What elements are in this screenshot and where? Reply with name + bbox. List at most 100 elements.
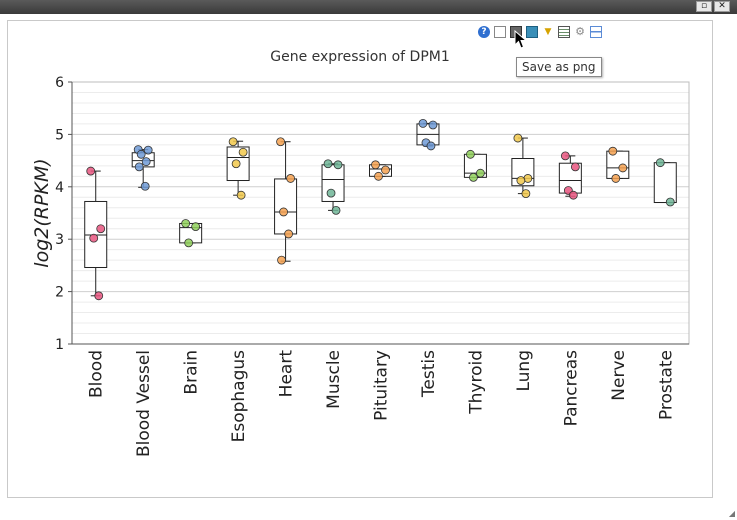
data-point [608,146,618,156]
x-tick-label: Thyroid [466,350,486,415]
data-point [333,160,343,170]
y-tick-label: 4 [55,180,64,196]
y-tick-label: 1 [55,337,64,353]
axis-layer: 1 2 3 4 5 6 [55,75,690,353]
data-point [236,190,246,200]
box-group-pituitary [369,160,392,181]
restore-button[interactable]: ▫ [696,1,712,12]
box-group-blood-vessel [131,145,155,191]
data-point [521,189,531,199]
filter-icon[interactable]: ▼ [544,27,552,37]
window-titlebar: ▫ ✕ [0,0,737,14]
restore-icon: ▫ [700,1,708,11]
data-point [143,145,153,155]
x-tick-label: Muscle [324,350,344,409]
data-point [231,159,241,169]
data-point [276,137,285,147]
data-point [277,255,286,265]
box-group-blood [84,166,108,301]
data-point [141,157,151,167]
data-point [560,151,570,161]
data-point [191,222,201,232]
data-point [371,160,380,170]
x-tick-label: Testis [419,350,439,398]
chart-title: Gene expression of DPM1 [270,49,450,65]
x-tick-label: Blood [87,350,107,398]
data-point [418,118,428,128]
data-point [513,133,523,143]
data-point [469,172,478,182]
box-iqr [653,162,677,204]
box-group-heart [274,137,298,265]
box-iqr [274,178,298,235]
box-group-pancreas [558,151,582,200]
data-point [238,147,248,157]
data-point [181,219,191,228]
data-point [516,176,526,185]
data-point [136,149,146,159]
y-tick-label: 3 [55,232,64,248]
box-group-muscle [321,159,345,215]
data-point [374,171,383,181]
y-tick-label: 2 [55,285,64,301]
data-point [331,205,341,215]
data-point [466,149,475,159]
y-axis-title: log2(RPKM) [31,158,53,267]
y-tick-label: 6 [55,75,64,91]
box-group-nerve [606,146,630,183]
y-tick-label: 5 [55,127,64,143]
data-point [284,229,293,239]
box-group-lung [511,133,535,199]
data-point [140,181,150,191]
x-tick-label: Brain [182,350,202,395]
mouse-cursor-icon [514,30,528,49]
box-group-esophagus [226,137,250,200]
data-point [96,224,106,234]
data-point [611,174,621,183]
chart-frame [7,20,713,498]
close-icon: ✕ [718,1,726,11]
data-point [618,163,628,173]
x-tick-label: Nerve [609,350,629,401]
data-point [279,207,288,217]
box-group-testis [416,118,440,151]
data-point [655,158,665,168]
data-point [570,162,580,172]
plot-border [71,81,690,345]
x-tick-label: Prostate [656,350,676,420]
x-tick-label: Blood Vessel [134,350,154,457]
data-point [94,291,104,301]
data-point [134,162,144,172]
data-point [426,141,436,151]
data-point [665,197,675,207]
x-tick-label: Esophagus [229,350,249,443]
x-tick-label: Lung [514,350,534,392]
data-point [381,165,390,175]
x-tick-label: Pituitary [372,350,392,421]
save-svg-icon[interactable] [526,26,538,38]
table-icon[interactable] [558,26,570,38]
data-point [286,174,295,183]
grid-layer [72,81,689,345]
data-point [228,137,238,147]
resize-grip-icon[interactable]: ◢ [728,509,735,518]
data-point [89,233,99,243]
box-group-thyroid [463,149,487,182]
box-group-prostate [653,158,677,207]
help-icon[interactable]: ? [478,26,490,38]
data-point [323,159,333,169]
close-button[interactable]: ✕ [714,1,730,12]
x-tick-label: Heart [277,350,297,398]
x-tick-label: Pancreas [561,350,581,427]
chart-toolbar: ? ▼ ⚙ [478,26,602,38]
data-point [184,238,194,248]
box-group-brain [179,219,203,248]
data-point [326,188,336,198]
data-point [428,120,438,130]
layout-icon[interactable] [590,26,602,38]
export-pdf-icon[interactable] [494,26,506,38]
data-point [568,190,578,200]
save-png-tooltip: Save as png [516,57,602,77]
settings-icon[interactable]: ⚙ [575,25,585,38]
